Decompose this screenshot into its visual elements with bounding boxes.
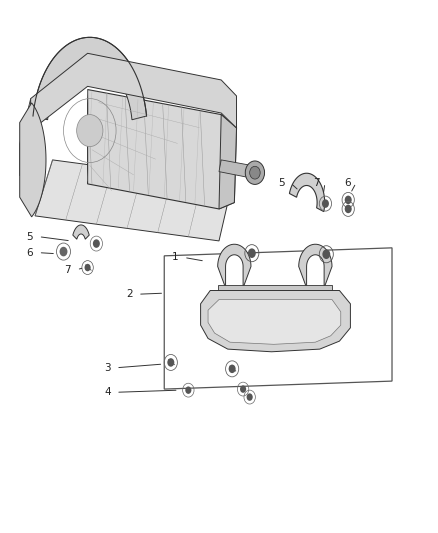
Circle shape xyxy=(167,358,174,367)
Polygon shape xyxy=(290,173,325,212)
Text: 1: 1 xyxy=(172,253,179,262)
Text: 6: 6 xyxy=(26,248,33,257)
Circle shape xyxy=(229,365,236,373)
Text: 6: 6 xyxy=(344,178,351,188)
Polygon shape xyxy=(201,290,350,352)
Circle shape xyxy=(185,386,191,394)
Polygon shape xyxy=(31,53,237,131)
Circle shape xyxy=(240,385,246,393)
Text: 3: 3 xyxy=(104,363,111,373)
Polygon shape xyxy=(219,160,256,179)
Text: 7: 7 xyxy=(64,265,71,274)
Circle shape xyxy=(345,205,352,213)
Circle shape xyxy=(93,239,100,248)
Circle shape xyxy=(247,393,253,401)
Polygon shape xyxy=(20,103,46,217)
Circle shape xyxy=(248,248,256,258)
Text: 7: 7 xyxy=(313,178,320,188)
Polygon shape xyxy=(218,244,251,288)
Polygon shape xyxy=(33,37,147,120)
Circle shape xyxy=(250,166,260,179)
Polygon shape xyxy=(73,225,89,239)
Circle shape xyxy=(85,264,91,271)
Text: 2: 2 xyxy=(126,289,133,299)
Polygon shape xyxy=(35,160,232,241)
Polygon shape xyxy=(20,99,31,176)
Polygon shape xyxy=(164,248,392,389)
Text: 4: 4 xyxy=(104,387,111,397)
Polygon shape xyxy=(299,244,332,288)
Circle shape xyxy=(322,199,329,208)
Circle shape xyxy=(245,161,265,184)
Text: 5: 5 xyxy=(26,232,33,241)
Polygon shape xyxy=(208,300,341,344)
Circle shape xyxy=(77,115,103,147)
Polygon shape xyxy=(88,90,237,209)
Text: 5: 5 xyxy=(278,178,285,188)
Polygon shape xyxy=(218,285,332,296)
Polygon shape xyxy=(219,115,237,209)
Circle shape xyxy=(345,196,352,204)
Circle shape xyxy=(322,249,330,259)
Circle shape xyxy=(60,247,67,256)
